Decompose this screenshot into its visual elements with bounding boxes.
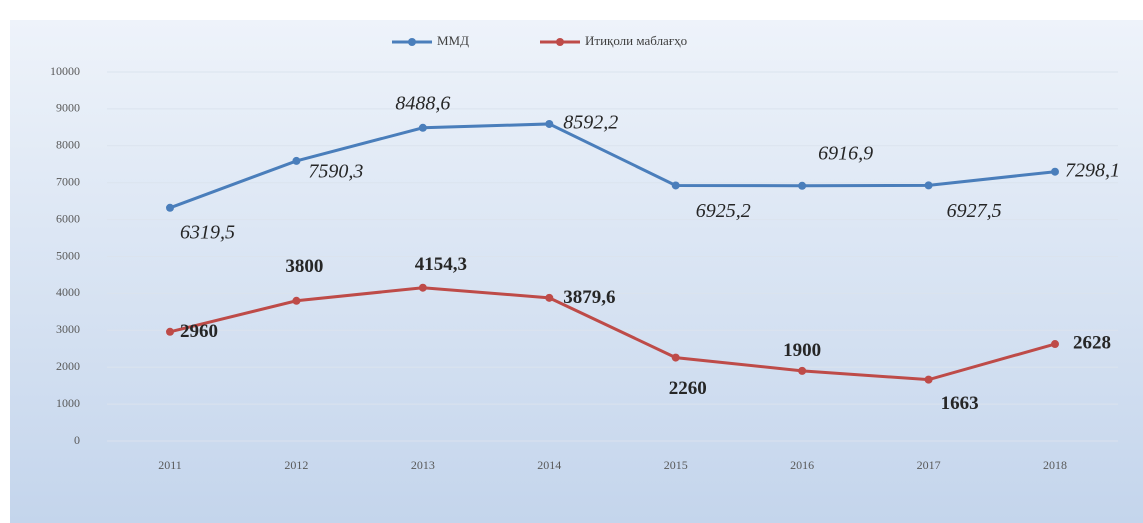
x-tick-label: 2018 [1043, 458, 1067, 472]
line [169, 122, 1056, 210]
x-tick-label: 2014 [537, 458, 561, 472]
y-tick-label: 9000 [56, 101, 80, 115]
marker [166, 203, 174, 212]
y-tick-label: 2000 [56, 359, 80, 373]
y-tick-label: 4000 [56, 285, 80, 299]
marker [292, 296, 301, 305]
data-label: 4154,3 [415, 254, 467, 275]
y-tick-label: 0 [74, 433, 80, 447]
data-label: 7590,3 [308, 161, 363, 183]
marker [545, 293, 554, 302]
legend-label: Итиқоли маблағҳо [585, 33, 687, 48]
data-label: 6927,5 [947, 200, 1002, 222]
data-label: 2628 [1073, 332, 1111, 353]
y-tick-label: 7000 [56, 174, 80, 188]
y-tick-label: 6000 [56, 211, 80, 225]
marker [418, 283, 427, 292]
y-tick-label: 1000 [56, 396, 80, 410]
legend: ММД Итиқоли маблағҳо [392, 33, 687, 48]
data-label: 6916,9 [818, 142, 873, 164]
y-tick-label: 5000 [56, 248, 80, 262]
data-label: 2960 [180, 321, 218, 342]
marker [924, 181, 933, 190]
y-tick-label: 10000 [50, 64, 80, 78]
data-label: 2260 [669, 378, 707, 399]
legend-label: ММД [437, 33, 469, 48]
x-tick-label: 2015 [664, 458, 688, 472]
marker [1051, 167, 1059, 176]
marker [545, 119, 554, 128]
data-label: 1900 [783, 340, 821, 361]
marker [798, 181, 807, 190]
x-tick-label: 2012 [284, 458, 308, 472]
data-label: 7298,1 [1065, 159, 1120, 181]
legend-marker [408, 38, 416, 46]
marker [671, 181, 680, 190]
marker [418, 123, 427, 132]
chart-area [10, 20, 1143, 523]
data-label: 8592,2 [563, 112, 618, 134]
legend-marker [556, 38, 564, 46]
line [169, 286, 1056, 382]
marker [798, 366, 807, 375]
data-label: 3800 [285, 256, 323, 277]
marker [1051, 340, 1059, 349]
x-tick-label: 2017 [917, 458, 941, 472]
x-tick-label: 2013 [411, 458, 435, 472]
marker [292, 156, 301, 165]
y-tick-label: 3000 [56, 322, 80, 336]
marker [924, 375, 933, 384]
data-label: 6925,2 [696, 200, 751, 222]
data-label: 8488,6 [395, 92, 450, 114]
data-label: 1663 [941, 393, 979, 414]
data-label: 3879,6 [563, 287, 615, 308]
marker [166, 327, 174, 336]
y-tick-label: 8000 [56, 138, 80, 152]
x-tick-label: 2016 [790, 458, 814, 472]
x-tick-label: 2011 [158, 458, 182, 472]
marker [671, 353, 680, 362]
data-label: 6319,5 [180, 221, 235, 243]
